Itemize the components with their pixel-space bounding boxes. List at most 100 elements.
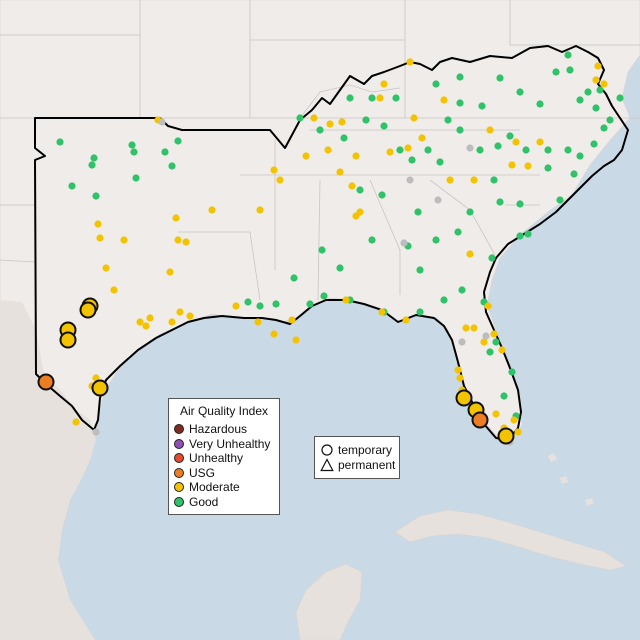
moderate-monitor-point (302, 152, 310, 160)
legend-row-very-unhealthy: Very Unhealthy (169, 437, 279, 452)
legend-swatch-unhealthy (174, 453, 184, 464)
good-monitor-point (396, 146, 404, 154)
temporary-moderate-monitor-point (455, 389, 473, 407)
moderate-monitor-point (512, 138, 520, 146)
moderate-monitor-point (524, 162, 532, 170)
monitor-type-legend: temporary permanent (314, 436, 400, 479)
good-monitor-point (576, 152, 584, 160)
good-monitor-point (290, 274, 298, 282)
legend-row-unhealthy: Unhealthy (169, 451, 279, 466)
good-monitor-point (454, 228, 462, 236)
no-data-monitor-point (458, 338, 466, 346)
good-monitor-point (600, 124, 608, 132)
moderate-monitor-point (486, 126, 494, 134)
good-monitor-point (161, 148, 169, 156)
moderate-monitor-point (288, 316, 296, 324)
good-monitor-point (392, 94, 400, 102)
moderate-monitor-point (270, 166, 278, 174)
moderate-monitor-point (324, 146, 332, 154)
moderate-monitor-point (380, 80, 388, 88)
good-monitor-point (408, 156, 416, 164)
good-monitor-point (596, 86, 604, 94)
good-monitor-point (490, 176, 498, 184)
moderate-monitor-point (406, 58, 414, 66)
moderate-monitor-point (166, 268, 174, 276)
temporary-moderate-monitor-point (79, 301, 97, 319)
moderate-monitor-point (510, 416, 518, 424)
good-monitor-point (168, 162, 176, 170)
temporary-moderate-monitor-point (59, 331, 77, 349)
good-monitor-point (566, 66, 574, 74)
moderate-monitor-point (172, 214, 180, 222)
good-monitor-point (496, 198, 504, 206)
good-monitor-point (130, 148, 138, 156)
good-monitor-point (444, 116, 452, 124)
good-monitor-point (336, 264, 344, 272)
good-monitor-point (68, 182, 76, 190)
good-monitor-point (506, 132, 514, 140)
moderate-monitor-point (536, 138, 544, 146)
moderate-monitor-point (470, 176, 478, 184)
good-monitor-point (478, 102, 486, 110)
good-monitor-point (516, 200, 524, 208)
moderate-monitor-point (386, 148, 394, 156)
good-monitor-point (592, 104, 600, 112)
good-monitor-point (544, 164, 552, 172)
good-monitor-point (494, 142, 502, 150)
good-monitor-point (272, 300, 280, 308)
good-monitor-point (544, 146, 552, 154)
good-monitor-point (456, 99, 464, 107)
good-monitor-point (606, 116, 614, 124)
good-monitor-point (88, 161, 96, 169)
legend-title: Air Quality Index (179, 404, 269, 418)
good-monitor-point (296, 114, 304, 122)
moderate-monitor-point (446, 176, 454, 184)
good-monitor-point (56, 138, 64, 146)
monitor-points (37, 51, 624, 446)
type-label-permanent: permanent (338, 457, 396, 472)
good-monitor-point (584, 88, 592, 96)
good-monitor-point (516, 232, 524, 240)
moderate-monitor-point (276, 176, 284, 184)
good-monitor-point (524, 230, 532, 238)
good-monitor-point (590, 140, 598, 148)
good-monitor-point (362, 116, 370, 124)
moderate-monitor-point (94, 220, 102, 228)
legend-row-moderate: Moderate (169, 480, 279, 495)
good-monitor-point (564, 146, 572, 154)
good-monitor-point (570, 170, 578, 178)
good-monitor-point (316, 126, 324, 134)
legend-label-good: Good (189, 494, 219, 509)
good-monitor-point (432, 80, 440, 88)
moderate-monitor-point (456, 374, 464, 382)
land-mexico (0, 300, 96, 640)
good-monitor-point (458, 286, 466, 294)
land-cuba (394, 509, 627, 571)
moderate-monitor-point (490, 330, 498, 338)
good-monitor-point (536, 100, 544, 108)
good-monitor-point (416, 308, 424, 316)
moderate-monitor-point (410, 114, 418, 122)
moderate-monitor-point (136, 318, 144, 326)
moderate-monitor-point (168, 318, 176, 326)
moderate-monitor-point (508, 161, 516, 169)
moderate-monitor-point (594, 62, 602, 70)
no-data-monitor-point (400, 239, 408, 247)
good-monitor-point (380, 122, 388, 130)
land-bahamas (548, 453, 594, 506)
good-monitor-point (318, 246, 326, 254)
moderate-monitor-point (72, 418, 80, 426)
moderate-monitor-point (336, 168, 344, 176)
land-yucatan (295, 563, 363, 640)
moderate-monitor-point (110, 286, 118, 294)
moderate-monitor-point (186, 312, 194, 320)
moderate-monitor-point (342, 296, 350, 304)
moderate-monitor-point (466, 250, 474, 258)
moderate-monitor-point (480, 338, 488, 346)
good-monitor-point (378, 191, 386, 199)
good-monitor-point (416, 266, 424, 274)
moderate-monitor-point (378, 308, 386, 316)
moderate-monitor-point (338, 118, 346, 126)
triangle-icon (320, 457, 334, 471)
